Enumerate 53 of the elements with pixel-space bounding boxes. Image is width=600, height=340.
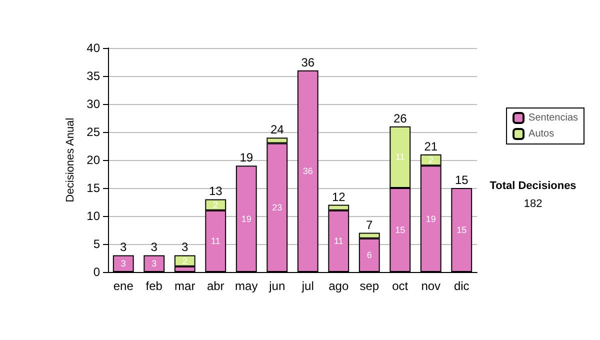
x-tick-label: mar <box>174 279 196 293</box>
data-label: 11 <box>334 236 344 246</box>
data-label: 23 <box>272 202 282 213</box>
x-tick-label: dic <box>454 279 470 293</box>
data-label: 11 <box>210 236 220 246</box>
text: 182 <box>524 198 542 210</box>
total-label: 7 <box>366 218 374 232</box>
x-tick-label: may <box>235 279 258 293</box>
x-tick-label: oct <box>392 279 409 293</box>
x-tick-label: nov <box>421 279 441 293</box>
y-tick-label: 25 <box>86 125 100 139</box>
total-label: 24 <box>270 122 284 137</box>
data-label: 11 <box>395 152 405 162</box>
total-label: 19 <box>240 150 254 165</box>
x-tick-label: feb <box>146 279 163 293</box>
data-label: 3 <box>120 258 126 269</box>
total-label: 21 <box>424 139 438 154</box>
y-tick-label: 20 <box>86 153 100 167</box>
data-label: 19 <box>241 214 252 224</box>
data-label: 2 <box>428 155 434 165</box>
text: Total Decisiones <box>490 180 576 192</box>
data-label: 2 <box>213 200 218 210</box>
legend-label: Sentencias <box>528 112 578 124</box>
data-label: 15 <box>456 225 467 235</box>
y-tick-label: 10 <box>86 209 100 223</box>
x-tick-label: ene <box>113 279 134 293</box>
legend-label: Autos <box>528 128 554 140</box>
y-tick-label: 5 <box>93 237 100 251</box>
x-tick-label: ago <box>328 279 349 293</box>
total-label: 13 <box>208 184 223 198</box>
y-axis-title: Decisiones Anual <box>64 118 76 202</box>
y-tick-label: 0 <box>93 265 100 279</box>
x-tick-label: jul <box>300 279 314 293</box>
y-tick-label: 35 <box>86 69 100 83</box>
total-label: 12 <box>332 190 346 204</box>
data-label: 6 <box>366 250 372 260</box>
data-label: 2 <box>182 256 188 266</box>
total-label: 3 <box>120 240 128 254</box>
total-label: 15 <box>454 173 469 187</box>
data-label: 3 <box>152 258 157 269</box>
y-tick-label: 15 <box>86 181 100 195</box>
y-tick-label: 40 <box>86 41 100 55</box>
total-label: 26 <box>393 111 408 126</box>
x-tick-label: jun <box>268 279 286 293</box>
y-tick-label: 30 <box>86 97 100 111</box>
total-label: 3 <box>150 240 158 254</box>
x-tick-label: sep <box>360 279 380 293</box>
total-label: 36 <box>301 55 315 70</box>
data-label: 19 <box>426 214 436 224</box>
data-label: 15 <box>395 225 406 235</box>
total-label: 3 <box>182 240 189 254</box>
x-tick-label: abr <box>206 279 224 293</box>
data-label: 36 <box>302 166 313 176</box>
